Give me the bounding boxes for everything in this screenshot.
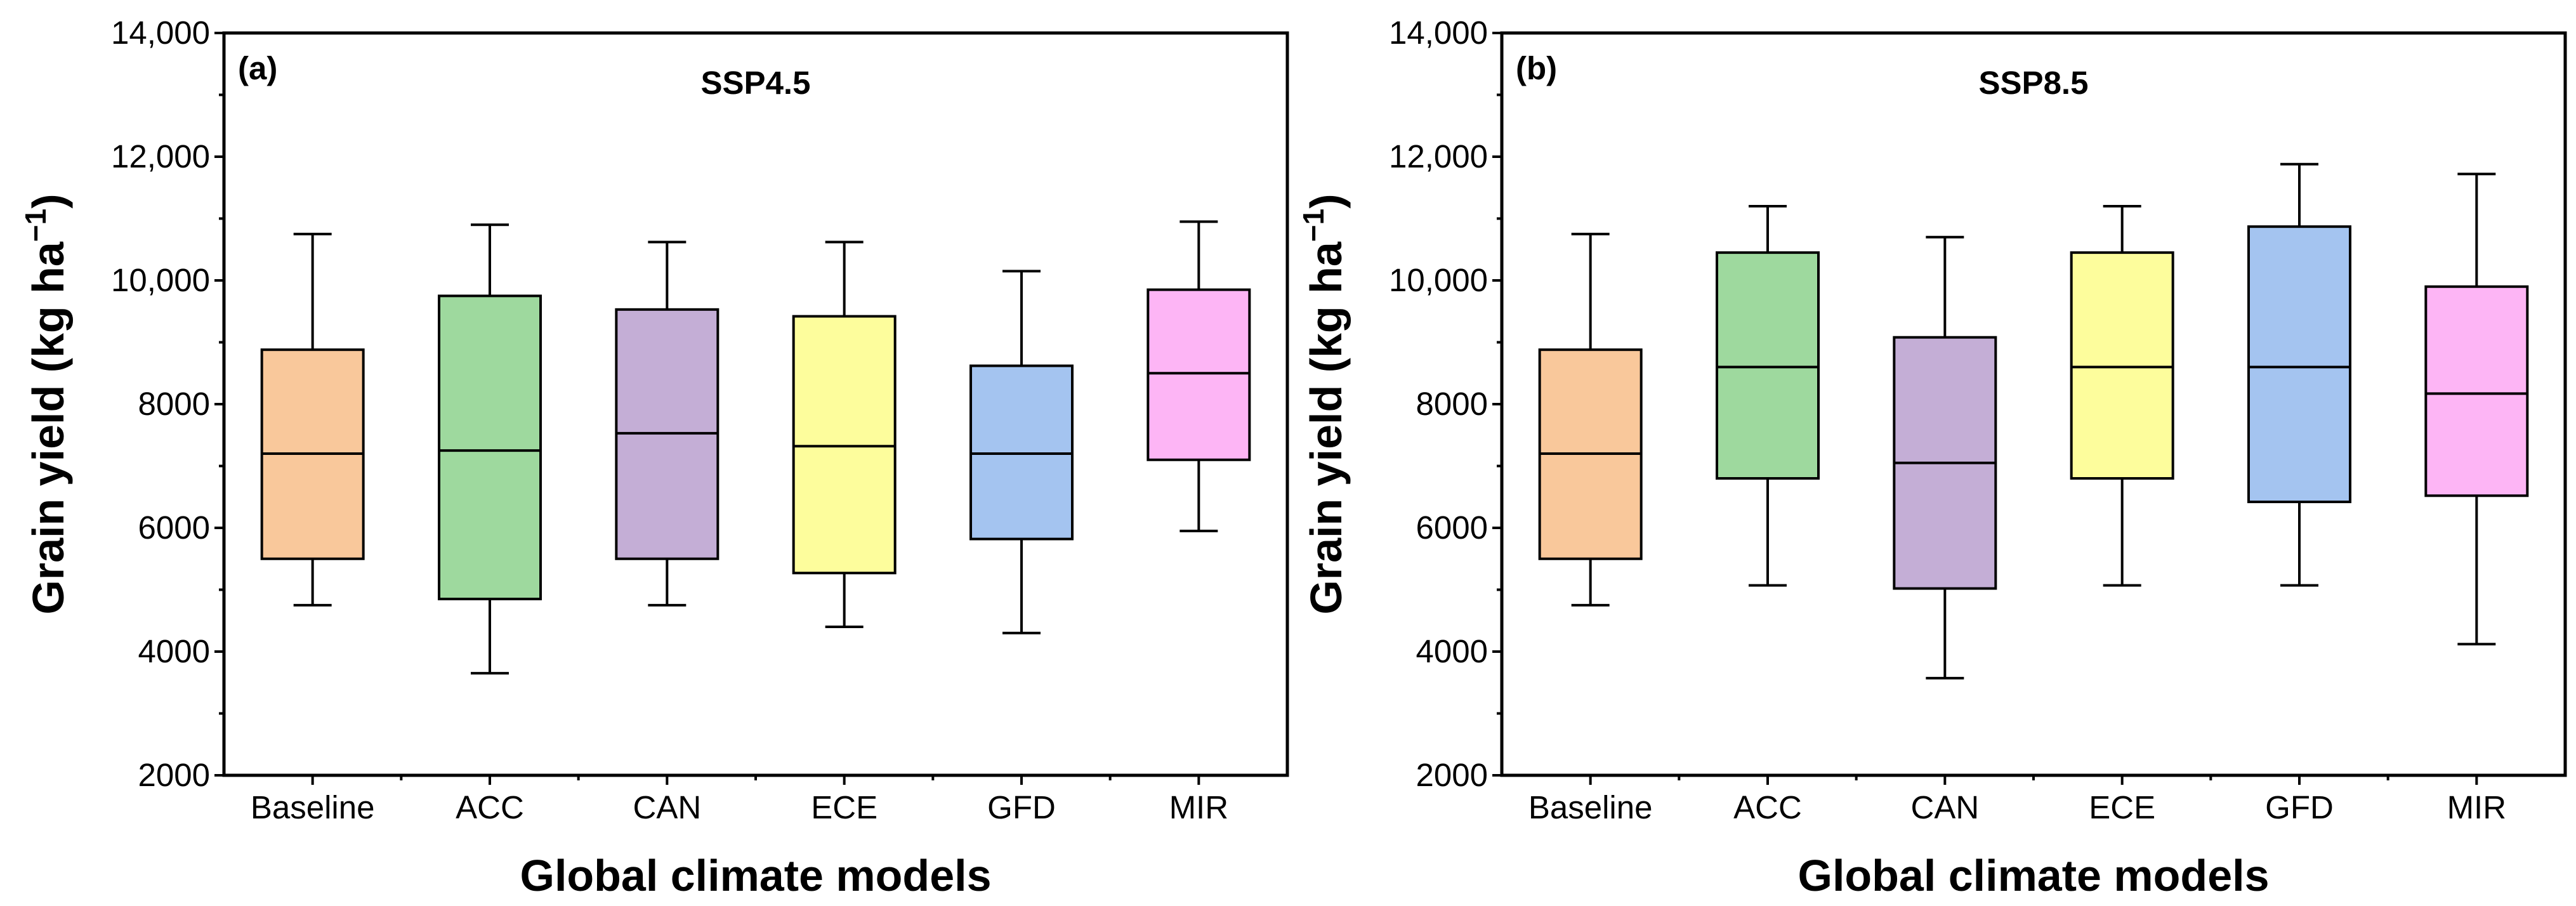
y-axis-ticks: 2000 4000 6000 8000 10,000 12,000 14,000 Baseli… [111, 15, 1228, 825]
plot-frame [222, 31, 1289, 777]
box-ece [792, 240, 897, 628]
x-tick-label: ACC [456, 789, 524, 825]
iqr-box [1716, 251, 1820, 480]
x-tick-label: ECE [811, 789, 877, 825]
y-axis-title-superscript: −1 [19, 209, 52, 242]
y-tick-label: 6000 [1416, 509, 1488, 546]
box-acc [438, 223, 542, 675]
boxes [1538, 162, 2529, 680]
y-axis-title: Grain yield (kg ha−1) [19, 194, 73, 614]
plot-frame [1500, 31, 2567, 777]
y-axis-title-superscript: −1 [1297, 209, 1330, 242]
iqr-box [792, 315, 897, 575]
x-tick-label: GFD [2265, 789, 2334, 825]
x-tick-label: MIR [1169, 789, 1228, 825]
y-tick-label: 8000 [1416, 386, 1488, 422]
box-gfd [969, 270, 1074, 634]
y-tick-label: 4000 [1416, 633, 1488, 669]
x-tick-label: MIR [2447, 789, 2506, 825]
x-tick-label: CAN [633, 789, 701, 825]
scenario-title: SSP8.5 [1979, 65, 2089, 101]
box-mir [2424, 173, 2529, 646]
box-mir [1147, 220, 1251, 532]
x-tick-label: ECE [2089, 789, 2155, 825]
iqr-box [2424, 285, 2529, 497]
y-tick-label: 14,000 [111, 15, 210, 51]
x-tick-label: GFD [987, 789, 1056, 825]
box-can [615, 240, 720, 607]
x-axis-title: Global climate models [1798, 851, 2270, 900]
y-tick-label: 12,000 [1389, 138, 1488, 174]
iqr-box [2247, 225, 2351, 504]
y-tick-label: 8000 [138, 386, 210, 422]
box-can [1893, 235, 1997, 680]
y-tick-label: 10,000 [1389, 262, 1488, 298]
x-tick-label: Baseline [1528, 789, 1653, 825]
y-axis-title-main: Grain yield (kg ha [23, 241, 73, 614]
y-tick-label: 2000 [1416, 757, 1488, 793]
x-tick-label: Baseline [251, 789, 375, 825]
panel-b: (b) SSP8.5 Global climate models Grain y… [1297, 15, 2567, 900]
box-acc [1716, 205, 1820, 587]
box-gfd [2247, 162, 2351, 587]
y-tick-label: 14,000 [1389, 15, 1488, 51]
iqr-box [438, 294, 542, 601]
iqr-box [2070, 251, 2174, 480]
y-axis-title-main: Grain yield (kg ha [1301, 241, 1351, 614]
y-axis-title: Grain yield (kg ha−1) [1297, 194, 1351, 614]
y-tick-label: 12,000 [111, 138, 210, 174]
y-tick-label: 2000 [138, 757, 210, 793]
x-axis-title: Global climate models [520, 851, 992, 900]
panel-a: (a) SSP4.5 Global climate models Grain y… [19, 15, 1289, 900]
scenario-title: SSP4.5 [701, 65, 811, 101]
box-baseline [260, 232, 365, 607]
y-axis-ticks: 2000 4000 6000 8000 10,000 12,000 14,000 Baseli… [1389, 15, 2506, 825]
panel-label: (b) [1516, 50, 1557, 86]
y-axis-title-close: ) [23, 194, 73, 208]
x-tick-label: CAN [1910, 789, 1979, 825]
box-ece [2070, 205, 2174, 587]
y-tick-label: 10,000 [111, 262, 210, 298]
y-tick-label: 4000 [138, 633, 210, 669]
panel-label: (a) [238, 50, 277, 86]
y-tick-label: 6000 [138, 509, 210, 546]
y-axis-title-close: ) [1301, 194, 1351, 208]
x-tick-label: ACC [1733, 789, 1802, 825]
iqr-box [1147, 288, 1251, 461]
box-baseline [1538, 232, 1643, 607]
boxes [260, 220, 1251, 675]
